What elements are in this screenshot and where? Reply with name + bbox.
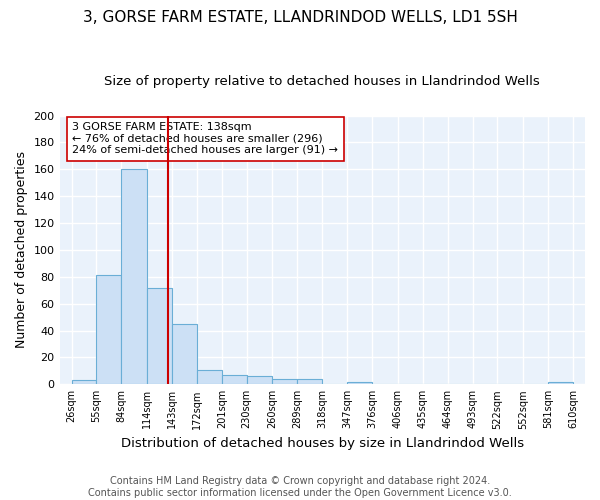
Bar — [172, 324, 197, 384]
Bar — [298, 379, 322, 384]
Bar — [71, 380, 97, 384]
Bar — [97, 276, 121, 384]
Bar — [347, 382, 372, 384]
Title: Size of property relative to detached houses in Llandrindod Wells: Size of property relative to detached ho… — [104, 75, 540, 88]
Bar — [147, 288, 172, 384]
Bar — [247, 376, 272, 384]
Bar — [222, 375, 247, 384]
Bar — [121, 170, 147, 384]
Text: Contains HM Land Registry data © Crown copyright and database right 2024.
Contai: Contains HM Land Registry data © Crown c… — [88, 476, 512, 498]
Bar — [272, 379, 298, 384]
Text: 3, GORSE FARM ESTATE, LLANDRINDOD WELLS, LD1 5SH: 3, GORSE FARM ESTATE, LLANDRINDOD WELLS,… — [83, 10, 517, 25]
X-axis label: Distribution of detached houses by size in Llandrindod Wells: Distribution of detached houses by size … — [121, 437, 524, 450]
Bar — [197, 370, 222, 384]
Text: 3 GORSE FARM ESTATE: 138sqm
← 76% of detached houses are smaller (296)
24% of se: 3 GORSE FARM ESTATE: 138sqm ← 76% of det… — [73, 122, 338, 156]
Bar — [548, 382, 573, 384]
Y-axis label: Number of detached properties: Number of detached properties — [15, 152, 28, 348]
